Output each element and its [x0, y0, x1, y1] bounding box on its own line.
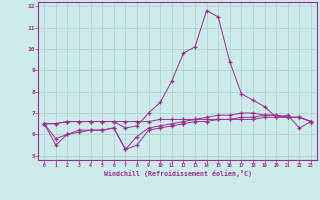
X-axis label: Windchill (Refroidissement éolien,°C): Windchill (Refroidissement éolien,°C) — [104, 170, 252, 177]
